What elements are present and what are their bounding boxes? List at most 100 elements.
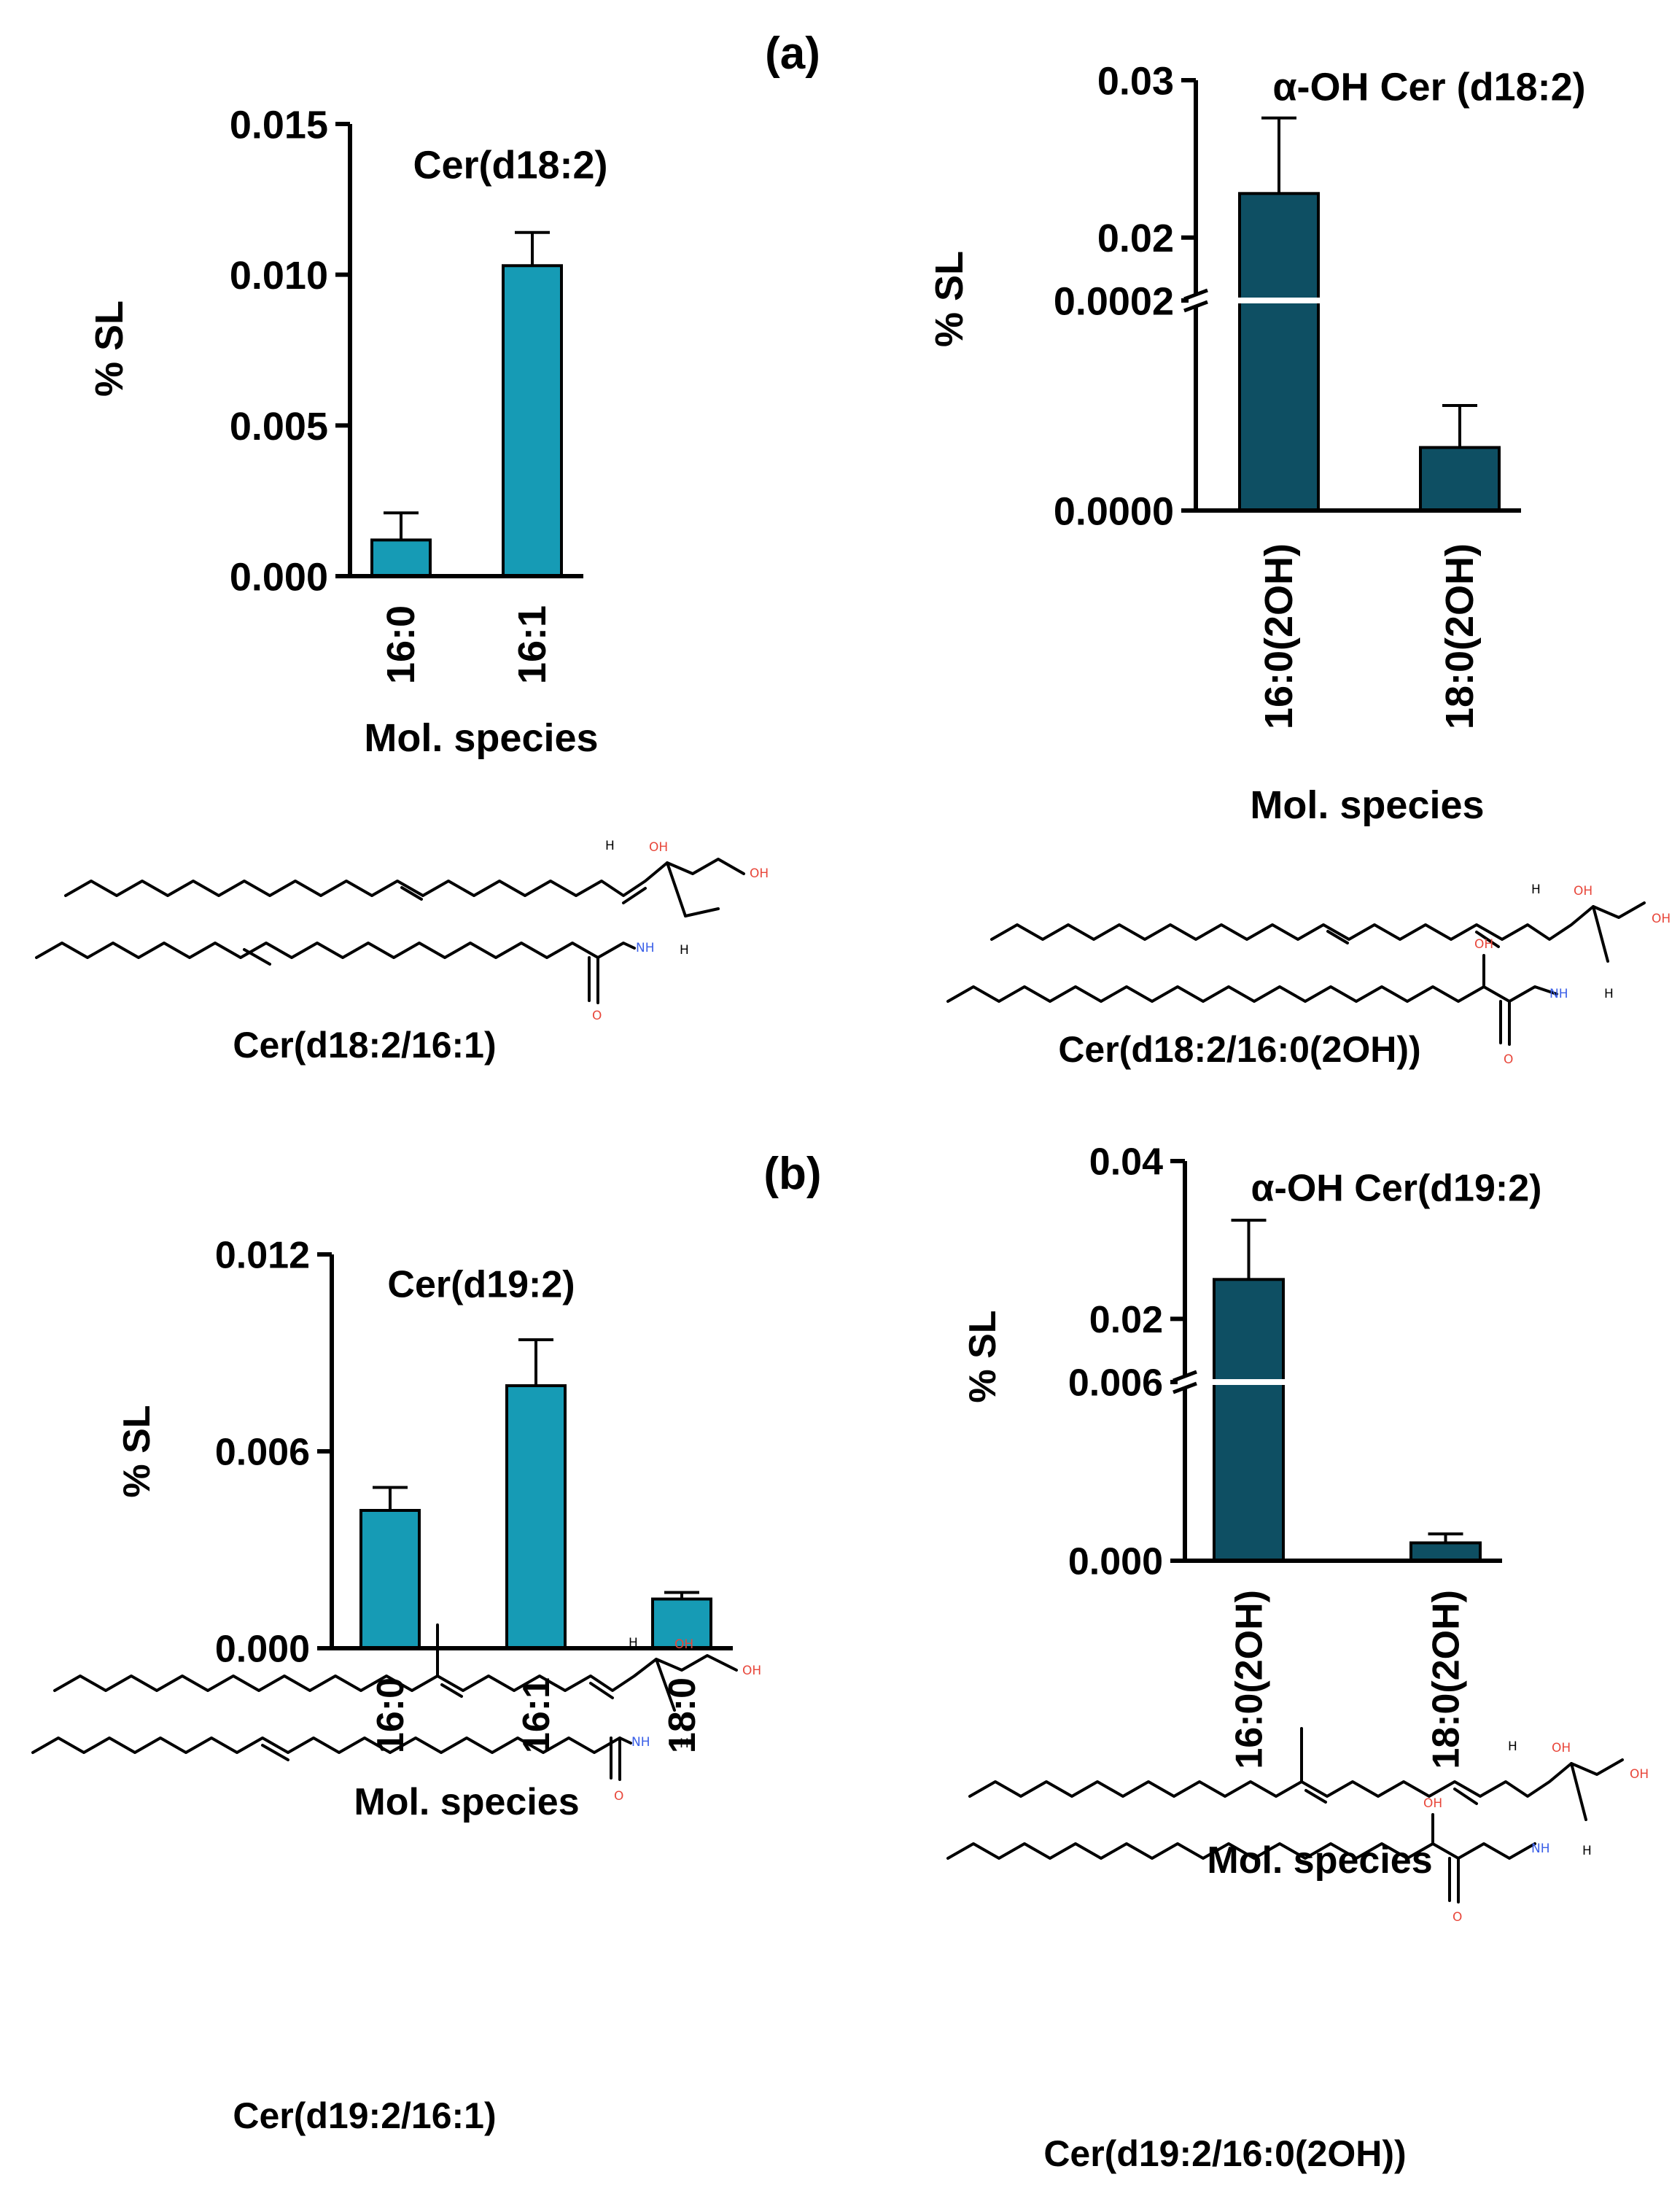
y-tick-label: 0.000 [215, 1629, 310, 1671]
y-tick-label: 0.000 [230, 555, 328, 599]
y-tick-label: 0.0002 [1054, 279, 1174, 323]
atom-o: O [1504, 1052, 1513, 1067]
atom-oh: OH [750, 866, 769, 881]
sphingoid-chain [53, 1654, 738, 1692]
bar [1419, 446, 1501, 512]
bar [370, 538, 432, 578]
y-axis-label: % SL [116, 1405, 158, 1497]
acyl-chain [946, 1842, 1536, 1860]
bar [502, 264, 563, 578]
atom-nh: NH [636, 941, 655, 955]
chart-title: Cer(d19:2) [387, 1264, 575, 1306]
atom-h: H [1508, 1739, 1517, 1754]
c2-n-bond [655, 1658, 676, 1712]
atom-oh: OH [1552, 1741, 1571, 1755]
acyl-chain [946, 985, 1558, 1003]
bar [1238, 192, 1320, 512]
structure-cer-d18-2-16-1: OH H OH NH H O Cer(d18:2/16:1) [35, 839, 769, 1066]
atom-oh: OH [742, 1664, 761, 1678]
x-tick-label: 16:0 [379, 605, 423, 684]
bar [651, 1597, 712, 1650]
bar [359, 1509, 421, 1650]
axis-break-mark [1183, 288, 1208, 301]
atom-o: O [592, 1009, 602, 1023]
y-tick-label: 0.012 [215, 1235, 310, 1277]
atom-h: H [680, 1736, 689, 1751]
axis-break-mark [1172, 1381, 1197, 1394]
y-tick-label: 0.02 [1097, 217, 1174, 260]
structure-cer-d19-2-16-1: OH H OH NH H O Cer(d19:2/16:1) [31, 1623, 761, 2136]
y-tick-label: 0.015 [230, 103, 328, 147]
chart-alpha-oh-cer-d18-2: 16:0(2OH) 18:0(2OH) 0.0000 0.0002 0.02 0.03 α-… [928, 59, 1586, 827]
acyl-chain [35, 942, 636, 959]
y-tick-label: 0.006 [1068, 1362, 1163, 1405]
axis-break-mark [1172, 1370, 1197, 1383]
structure-name: Cer(d19:2/16:1) [233, 2095, 496, 2136]
x-axis-label: Mol. species [1250, 783, 1484, 827]
chart-title: α-OH Cer (d18:2) [1272, 65, 1585, 109]
structure-name: Cer(d18:2/16:0(2OH)) [1058, 1029, 1420, 1070]
trans-double-bond [1453, 1788, 1478, 1805]
structure-name: Cer(d18:2/16:1) [233, 1025, 496, 1066]
atom-oh: OH [1652, 912, 1671, 926]
h-bond [684, 907, 720, 917]
atom-h: H [605, 839, 615, 853]
axis-break-mark [1183, 300, 1208, 313]
chart-title: Cer(d18:2) [413, 143, 607, 187]
structure-cer-d18-2-16-0-2oh: OH H OH OH NH H O Cer(d18:2/16:0(2OH)) [946, 882, 1671, 1070]
trans-double-bond [1326, 930, 1349, 944]
atom-oh: OH [1423, 1796, 1442, 1811]
y-tick-label: 0.006 [215, 1432, 310, 1474]
structure-name: Cer(d19:2/16:0(2OH)) [1043, 2133, 1406, 2174]
cis-double-bond [261, 1744, 289, 1761]
bar [1409, 1541, 1482, 1562]
y-tick-label: 0.02 [1089, 1299, 1163, 1341]
atom-h: H [1531, 882, 1541, 897]
atom-oh: OH [1474, 937, 1493, 952]
atom-oh: OH [674, 1637, 693, 1652]
atom-h: H [680, 943, 689, 958]
y-tick-label: 0.005 [230, 405, 328, 449]
atom-h: H [629, 1636, 638, 1650]
panel-label-a: (a) [765, 28, 820, 79]
structure-cer-d19-2-16-0-2oh: OH H OH OH NH H O Cer(d19:2/16:0(2OH)) [946, 1727, 1649, 2174]
x-tick-label: 16:0(2OH) [1257, 543, 1301, 729]
c2-n-bond [666, 861, 687, 917]
atom-nh: NH [1549, 987, 1568, 1001]
y-tick-label: 0.010 [230, 254, 328, 298]
x-axis-label: Mol. species [354, 1781, 579, 1823]
atom-nh: NH [1531, 1842, 1550, 1856]
trans-double-bond [1475, 931, 1500, 948]
x-tick-label: 18:0(2OH) [1438, 543, 1482, 729]
y-tick-label: 0.03 [1097, 59, 1174, 103]
panel-label-b: (b) [763, 1149, 821, 1199]
x-axis-label: Mol. species [364, 716, 598, 760]
trans-double-bond [1304, 1789, 1327, 1804]
sphingoid-chain [968, 1758, 1624, 1798]
atom-oh: OH [649, 840, 668, 855]
atom-oh: OH [1574, 884, 1592, 899]
y-axis-label: % SL [928, 251, 971, 347]
sphingoid-chain [64, 858, 745, 897]
atom-h: H [1604, 987, 1614, 1001]
x-tick-label: 16:1 [510, 605, 554, 684]
atom-nh: NH [631, 1735, 650, 1750]
y-axis-label: % SL [88, 300, 131, 397]
chart-cer-d18-2: 16:0 16:1 0.000 0.005 0.010 0.015 Cer(d18:2) % … [88, 103, 608, 760]
c2-n-bond [1592, 905, 1609, 963]
axis-break-gap [1237, 298, 1321, 303]
sphingoid-chain [990, 901, 1646, 941]
atom-h: H [1582, 1844, 1592, 1858]
y-axis-label: % SL [962, 1310, 1004, 1402]
c2-n-bond [1570, 1762, 1587, 1821]
x-tick-label: 16:0 [370, 1677, 412, 1753]
atom-o: O [614, 1789, 623, 1804]
axis-break-gap [1212, 1379, 1286, 1385]
trans-double-bond [589, 1682, 614, 1699]
bar [505, 1384, 567, 1650]
acyl-chain [31, 1736, 632, 1754]
chart-alpha-oh-cer-d19-2: 16:0(2OH) 18:0(2OH) 0.000 0.006 0.02 0.04 α-OH… [962, 1141, 1541, 1882]
x-tick-label: 18:0(2OH) [1426, 1590, 1468, 1769]
